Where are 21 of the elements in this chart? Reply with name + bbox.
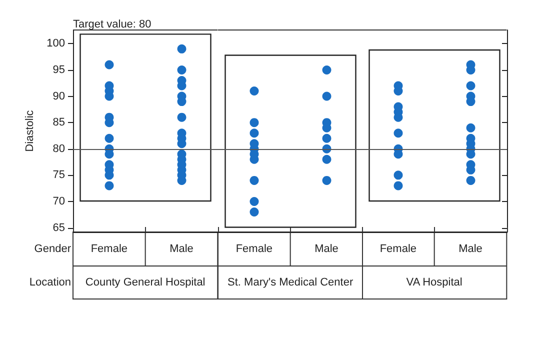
y-tick-label: 70	[52, 195, 65, 208]
x-tick-label: Male	[458, 243, 483, 255]
y-tick-label: 90	[52, 90, 65, 102]
y-tick-label: 65	[52, 222, 65, 234]
x-axis-title: County General Hospital	[85, 276, 206, 288]
x-tick-label: Male	[170, 243, 194, 255]
x-axis-title: St. Mary's Medical Center	[227, 276, 354, 288]
x-tick-label: Female	[90, 243, 128, 255]
y-tick-label: 85	[52, 116, 65, 129]
y-tick-label: 80	[52, 142, 65, 155]
text: Gender	[34, 243, 72, 255]
y-tick-label: 75	[52, 169, 65, 182]
x-tick-label: Female	[235, 243, 272, 255]
y-axis-title: Diastolic	[24, 110, 36, 152]
annotation: Target value: 80	[73, 18, 152, 30]
text: Location	[29, 276, 71, 288]
x-tick-label: Male	[314, 243, 338, 255]
x-tick-label: Female	[380, 243, 417, 255]
y-tick-label: 95	[52, 64, 65, 76]
y-tick-label: 100	[46, 38, 65, 50]
x-axis-title: VA Hospital	[406, 276, 463, 288]
